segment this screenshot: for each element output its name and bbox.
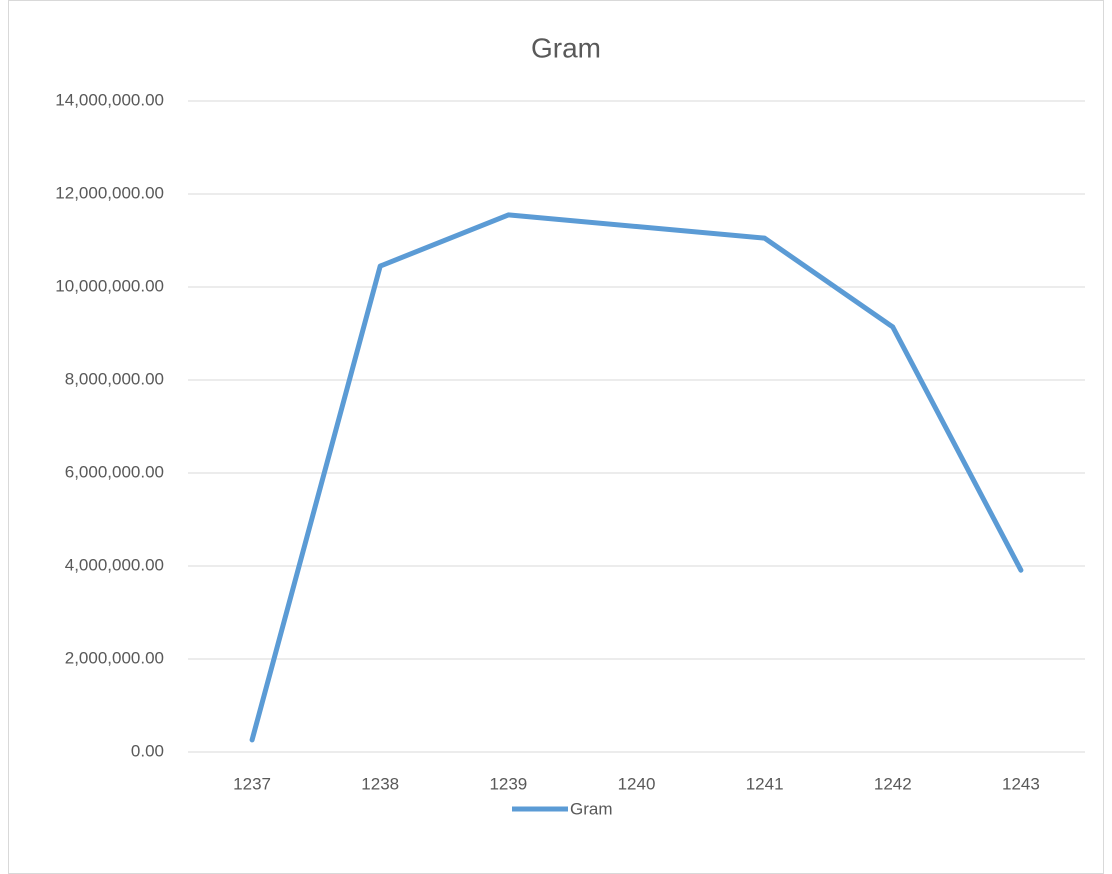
x-tick-label: 1243 (1002, 774, 1040, 793)
y-tick-label: 10,000,000.00 (55, 276, 164, 295)
x-tick-label: 1241 (746, 774, 784, 793)
x-tick-label: 1237 (233, 774, 271, 793)
y-tick-label: 6,000,000.00 (65, 462, 164, 481)
data-line (249, 212, 1024, 743)
y-tick-label: 2,000,000.00 (65, 648, 164, 667)
chart-border (8, 0, 1104, 874)
y-tick-label: 0.00 (131, 741, 164, 760)
y-tick-label: 4,000,000.00 (65, 555, 164, 574)
x-tick-label: 1239 (489, 774, 527, 793)
y-tick-label: 14,000,000.00 (55, 90, 164, 109)
chart-title: Gram (531, 32, 601, 63)
legend-label: Gram (570, 799, 613, 818)
x-tick-label: 1238 (361, 774, 399, 793)
x-tick-label: 1242 (874, 774, 912, 793)
y-tick-label: 8,000,000.00 (65, 369, 164, 388)
y-tick-label: 12,000,000.00 (55, 183, 164, 202)
x-tick-label: 1240 (618, 774, 656, 793)
